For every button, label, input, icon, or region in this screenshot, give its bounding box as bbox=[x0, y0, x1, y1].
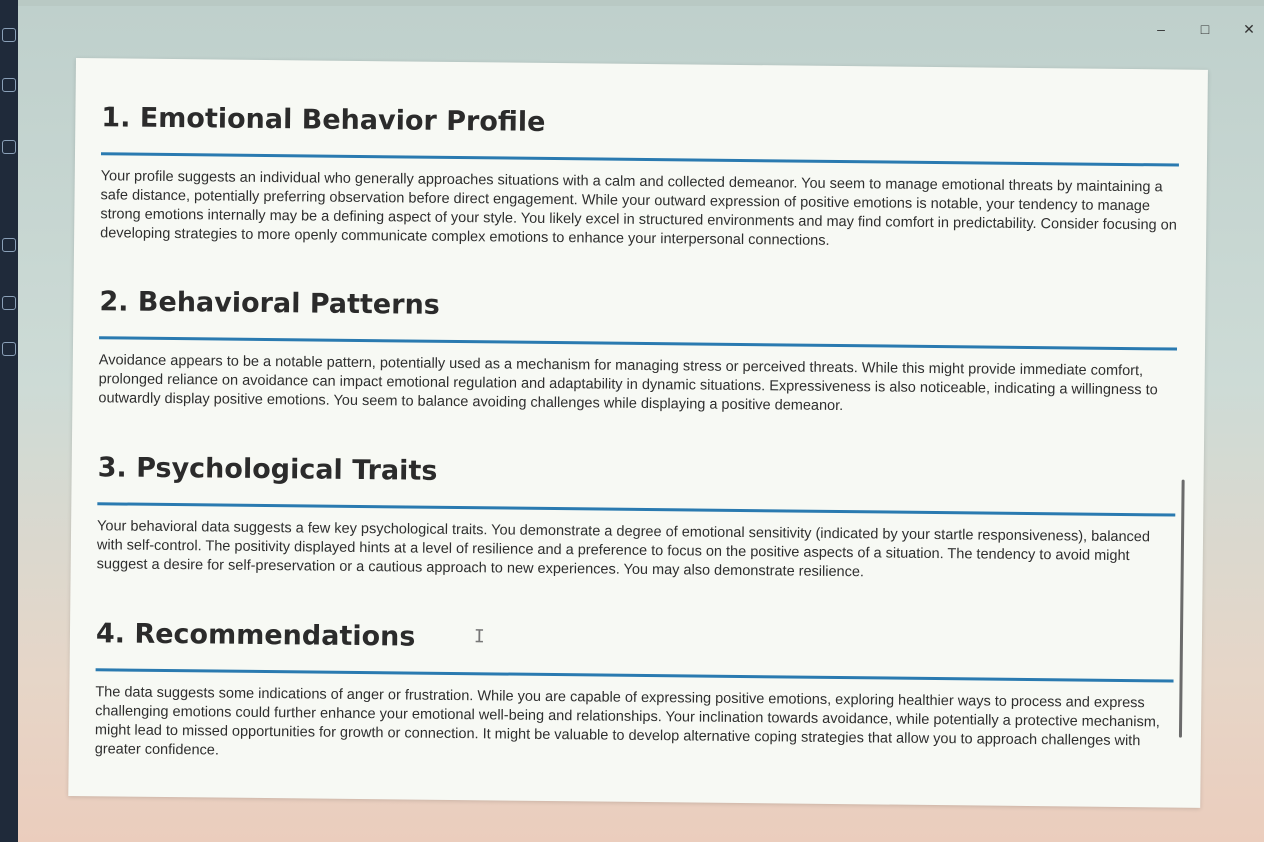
section-divider bbox=[99, 336, 1178, 351]
report-content-panel: 1. Emotional Behavior Profile Your profi… bbox=[68, 58, 1208, 808]
section-emotional-behavior-profile: 1. Emotional Behavior Profile Your profi… bbox=[100, 98, 1179, 254]
section-behavioral-patterns: 2. Behavioral Patterns Avoidance appears… bbox=[98, 282, 1178, 419]
taskbar-app-icon[interactable] bbox=[2, 28, 16, 42]
vertical-scrollbar[interactable] bbox=[1178, 479, 1185, 738]
report-window: – □ ✕ 1. Emotional Behavior Profile Your… bbox=[18, 6, 1264, 842]
taskbar-app-icon[interactable] bbox=[2, 78, 16, 92]
close-button[interactable]: ✕ bbox=[1243, 20, 1255, 37]
section-recommendations: 4. Recommendations The data suggests som… bbox=[95, 614, 1174, 770]
section-heading: 3. Psychological Traits bbox=[97, 452, 438, 487]
section-divider bbox=[100, 152, 1179, 167]
taskbar-app-icon[interactable] bbox=[2, 238, 16, 252]
minimize-button[interactable]: – bbox=[1157, 21, 1165, 37]
section-divider bbox=[97, 502, 1176, 517]
section-body: The data suggests some indications of an… bbox=[94, 684, 1160, 759]
section-body: Your profile suggests an individual who … bbox=[100, 168, 1177, 249]
section-heading: 2. Behavioral Patterns bbox=[99, 286, 440, 321]
taskbar-app-icon[interactable] bbox=[2, 296, 16, 310]
window-titlebar[interactable]: – □ ✕ bbox=[18, 6, 1264, 46]
section-heading: 4. Recommendations bbox=[95, 618, 416, 653]
section-body: Avoidance appears to be a notable patter… bbox=[98, 352, 1158, 415]
taskbar-app-icon[interactable] bbox=[2, 140, 16, 154]
section-body: Your behavioral data suggests a few key … bbox=[96, 518, 1151, 581]
desktop-taskbar-strip bbox=[0, 0, 18, 842]
taskbar-app-icon[interactable] bbox=[2, 342, 16, 356]
section-psychological-traits: 3. Psychological Traits Your behavioral … bbox=[97, 448, 1176, 585]
section-divider bbox=[95, 668, 1174, 683]
maximize-button[interactable]: □ bbox=[1200, 21, 1210, 37]
section-heading: 1. Emotional Behavior Profile bbox=[101, 102, 546, 138]
text-cursor-icon: I bbox=[473, 626, 485, 648]
